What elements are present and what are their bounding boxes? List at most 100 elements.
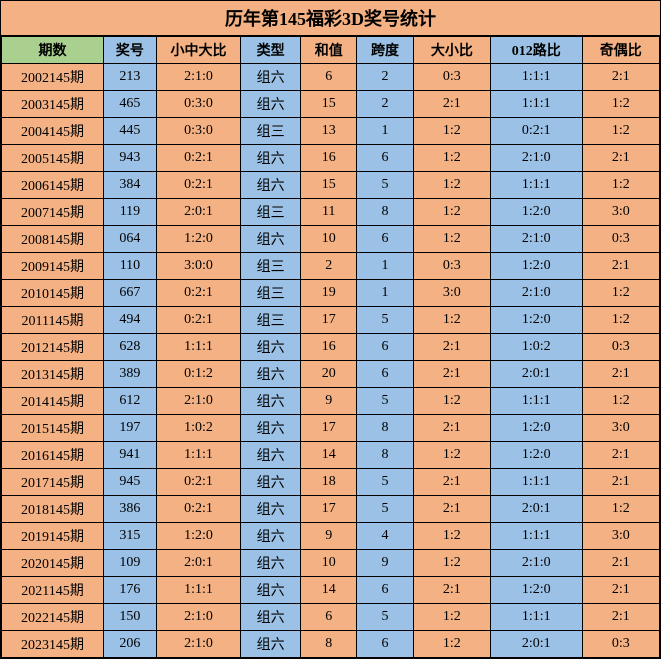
table-cell: 2:1 <box>413 577 490 604</box>
column-header: 奖号 <box>104 37 157 64</box>
table-cell: 6 <box>357 577 413 604</box>
table-cell: 2:1 <box>582 577 659 604</box>
table-cell: 5 <box>357 604 413 631</box>
table-cell: 组六 <box>241 415 301 442</box>
table-cell: 组六 <box>241 172 301 199</box>
table-cell: 2017145期 <box>2 469 104 496</box>
table-cell: 494 <box>104 307 157 334</box>
table-cell: 2010145期 <box>2 280 104 307</box>
table-cell: 2 <box>357 91 413 118</box>
table-cell: 3:0 <box>582 199 659 226</box>
table-cell: 1:2:0 <box>491 442 582 469</box>
table-cell: 2:1:0 <box>491 550 582 577</box>
table-cell: 6 <box>357 145 413 172</box>
table-cell: 1:2:0 <box>156 226 240 253</box>
data-table: 期数奖号小中大比类型和值跨度大小比012路比奇偶比 2002145期2132:1… <box>1 36 660 658</box>
table-cell: 组三 <box>241 280 301 307</box>
table-cell: 组六 <box>241 604 301 631</box>
table-cell: 2 <box>357 64 413 91</box>
table-cell: 10 <box>301 226 357 253</box>
table-cell: 941 <box>104 442 157 469</box>
table-cell: 2013145期 <box>2 361 104 388</box>
table-cell: 2020145期 <box>2 550 104 577</box>
table-cell: 1:2 <box>413 442 490 469</box>
table-cell: 组六 <box>241 442 301 469</box>
table-cell: 384 <box>104 172 157 199</box>
table-cell: 1:0:2 <box>156 415 240 442</box>
table-cell: 2006145期 <box>2 172 104 199</box>
column-header: 跨度 <box>357 37 413 64</box>
table-cell: 0:2:1 <box>156 145 240 172</box>
table-row: 2018145期3860:2:1组六1752:12:0:11:2 <box>2 496 660 523</box>
table-cell: 1:0:2 <box>491 334 582 361</box>
column-header: 小中大比 <box>156 37 240 64</box>
table-cell: 150 <box>104 604 157 631</box>
table-cell: 109 <box>104 550 157 577</box>
table-cell: 5 <box>357 172 413 199</box>
table-cell: 16 <box>301 334 357 361</box>
table-cell: 5 <box>357 469 413 496</box>
table-cell: 2022145期 <box>2 604 104 631</box>
table-cell: 组六 <box>241 361 301 388</box>
table-cell: 2007145期 <box>2 199 104 226</box>
table-cell: 612 <box>104 388 157 415</box>
table-row: 2021145期1761:1:1组六1462:11:2:02:1 <box>2 577 660 604</box>
table-cell: 1:2 <box>413 307 490 334</box>
table-row: 2022145期1502:1:0组六651:21:1:12:1 <box>2 604 660 631</box>
table-cell: 119 <box>104 199 157 226</box>
table-cell: 2:1 <box>413 334 490 361</box>
table-cell: 组三 <box>241 253 301 280</box>
table-cell: 1 <box>357 253 413 280</box>
table-cell: 1:1:1 <box>156 577 240 604</box>
table-cell: 6 <box>357 226 413 253</box>
table-cell: 6 <box>301 604 357 631</box>
table-cell: 1 <box>357 280 413 307</box>
table-cell: 组六 <box>241 334 301 361</box>
table-cell: 15 <box>301 172 357 199</box>
table-cell: 组六 <box>241 577 301 604</box>
table-cell: 5 <box>357 307 413 334</box>
table-cell: 0:2:1 <box>156 469 240 496</box>
table-cell: 213 <box>104 64 157 91</box>
table-cell: 2:1:0 <box>156 388 240 415</box>
table-cell: 2016145期 <box>2 442 104 469</box>
table-cell: 2014145期 <box>2 388 104 415</box>
table-cell: 8 <box>301 631 357 658</box>
table-cell: 0:3:0 <box>156 91 240 118</box>
table-cell: 2011145期 <box>2 307 104 334</box>
table-cell: 1:1:1 <box>491 523 582 550</box>
table-cell: 17 <box>301 415 357 442</box>
table-cell: 17 <box>301 307 357 334</box>
table-cell: 2:0:1 <box>156 550 240 577</box>
table-cell: 1:2 <box>413 388 490 415</box>
table-cell: 206 <box>104 631 157 658</box>
table-cell: 2004145期 <box>2 118 104 145</box>
table-cell: 组六 <box>241 91 301 118</box>
table-cell: 组六 <box>241 469 301 496</box>
table-cell: 2:1:0 <box>156 64 240 91</box>
table-cell: 1:1:1 <box>491 388 582 415</box>
table-cell: 1:2:0 <box>491 307 582 334</box>
table-cell: 10 <box>301 550 357 577</box>
table-cell: 1:1:1 <box>156 334 240 361</box>
table-cell: 17 <box>301 496 357 523</box>
table-cell: 组三 <box>241 199 301 226</box>
table-cell: 9 <box>357 550 413 577</box>
table-cell: 0:2:1 <box>156 172 240 199</box>
table-row: 2020145期1092:0:1组六1091:22:1:02:1 <box>2 550 660 577</box>
table-cell: 0:2:1 <box>491 118 582 145</box>
table-cell: 组六 <box>241 226 301 253</box>
table-row: 2007145期1192:0:1组三1181:21:2:03:0 <box>2 199 660 226</box>
table-cell: 2:1:0 <box>156 631 240 658</box>
table-cell: 2021145期 <box>2 577 104 604</box>
table-cell: 3:0:0 <box>156 253 240 280</box>
table-cell: 1:2 <box>413 226 490 253</box>
table-cell: 6 <box>357 361 413 388</box>
table-cell: 1:2 <box>582 388 659 415</box>
column-header: 期数 <box>2 37 104 64</box>
table-cell: 11 <box>301 199 357 226</box>
table-cell: 945 <box>104 469 157 496</box>
table-cell: 1:2:0 <box>491 577 582 604</box>
header-row: 期数奖号小中大比类型和值跨度大小比012路比奇偶比 <box>2 37 660 64</box>
table-row: 2012145期6281:1:1组六1662:11:0:20:3 <box>2 334 660 361</box>
